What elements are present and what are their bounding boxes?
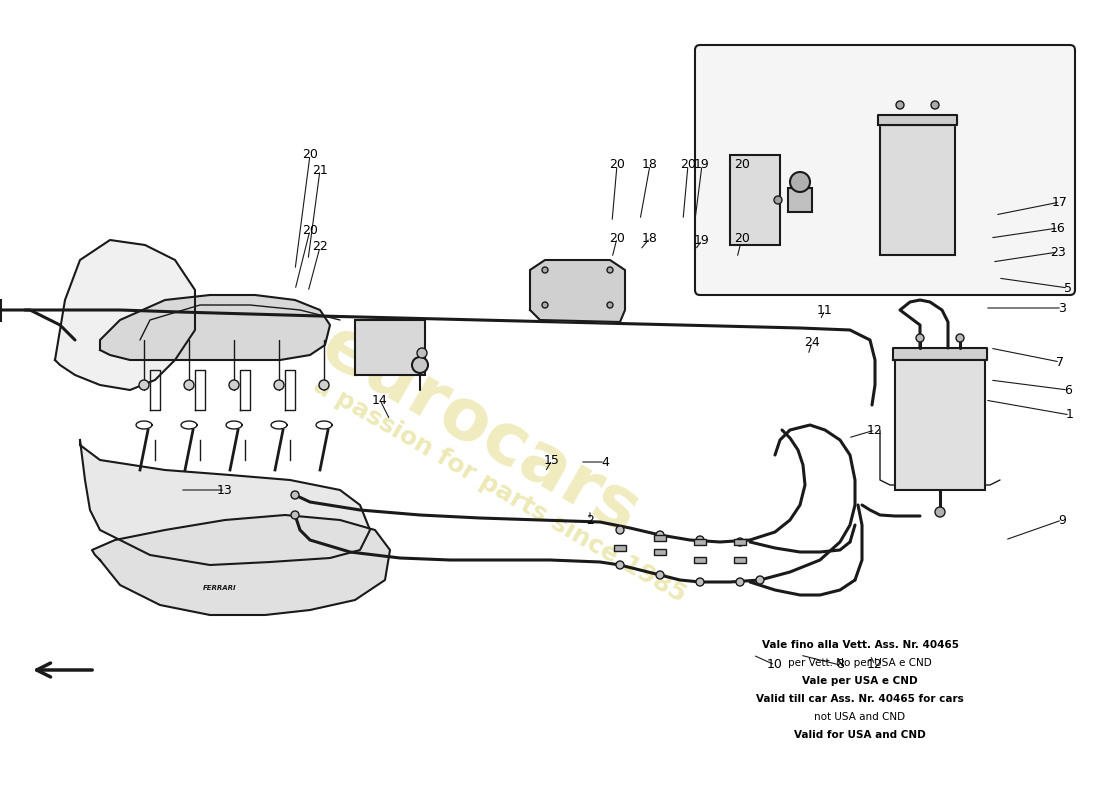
Circle shape [292, 491, 299, 499]
Text: 1: 1 [1066, 409, 1074, 422]
Bar [654, 549, 666, 555]
Circle shape [696, 578, 704, 586]
Text: 20: 20 [302, 149, 318, 162]
Text: a passion for parts since 1985: a passion for parts since 1985 [309, 373, 691, 607]
Text: 11: 11 [817, 303, 833, 317]
Text: 18: 18 [642, 231, 658, 245]
Text: 18: 18 [642, 158, 658, 171]
Circle shape [956, 334, 964, 342]
Circle shape [542, 267, 548, 273]
Circle shape [736, 578, 744, 586]
Text: 20: 20 [609, 231, 625, 245]
Text: FERRARI: FERRARI [204, 585, 236, 591]
Polygon shape [55, 240, 195, 390]
Circle shape [896, 101, 904, 109]
Bar [355, 320, 425, 375]
Polygon shape [878, 115, 957, 125]
Circle shape [916, 334, 924, 342]
Text: 6: 6 [1064, 383, 1071, 397]
Bar [694, 539, 706, 545]
Text: Vale per USA e CND: Vale per USA e CND [802, 676, 917, 686]
Circle shape [616, 561, 624, 569]
Polygon shape [100, 295, 330, 360]
Bar [730, 155, 780, 245]
Circle shape [319, 380, 329, 390]
Text: Vale fino alla Vett. Ass. Nr. 40465: Vale fino alla Vett. Ass. Nr. 40465 [761, 640, 958, 650]
Circle shape [935, 507, 945, 517]
Text: 12: 12 [867, 423, 883, 437]
Circle shape [417, 348, 427, 358]
Text: 20: 20 [302, 223, 318, 237]
Text: eurocars: eurocars [309, 311, 651, 549]
Bar [895, 360, 984, 490]
Circle shape [412, 357, 428, 373]
Circle shape [756, 576, 764, 584]
Polygon shape [893, 348, 987, 360]
Circle shape [292, 511, 299, 519]
Text: 21: 21 [312, 163, 328, 177]
FancyBboxPatch shape [695, 45, 1075, 295]
Circle shape [229, 380, 239, 390]
Circle shape [736, 538, 744, 546]
Circle shape [607, 302, 613, 308]
Text: 2: 2 [586, 514, 594, 526]
Circle shape [139, 380, 148, 390]
Text: 5: 5 [1064, 282, 1072, 294]
Text: 20: 20 [680, 158, 696, 171]
Text: 3: 3 [1058, 302, 1066, 314]
Circle shape [656, 531, 664, 539]
Text: 9: 9 [1058, 514, 1066, 526]
Polygon shape [92, 515, 390, 615]
Text: 17: 17 [1052, 195, 1068, 209]
Text: 14: 14 [372, 394, 388, 406]
Bar [654, 535, 666, 541]
Bar [734, 557, 746, 563]
Text: 20: 20 [609, 158, 625, 171]
Text: 12: 12 [867, 658, 883, 671]
Text: 19: 19 [694, 158, 710, 171]
Text: 8: 8 [836, 658, 844, 671]
Polygon shape [530, 260, 625, 322]
Text: 20: 20 [734, 231, 750, 245]
Text: per Vett. No per USA e CND: per Vett. No per USA e CND [788, 658, 932, 668]
Bar [734, 539, 746, 545]
Circle shape [274, 380, 284, 390]
Circle shape [184, 380, 194, 390]
Text: 4: 4 [601, 455, 609, 469]
Circle shape [542, 302, 548, 308]
Circle shape [656, 571, 664, 579]
Bar [694, 557, 706, 563]
Text: 19: 19 [694, 234, 710, 246]
Text: 7: 7 [1056, 355, 1064, 369]
Text: 20: 20 [734, 158, 750, 171]
Text: 15: 15 [544, 454, 560, 466]
Text: 24: 24 [804, 335, 820, 349]
Text: Valid till car Ass. Nr. 40465 for cars: Valid till car Ass. Nr. 40465 for cars [756, 694, 964, 704]
Circle shape [774, 196, 782, 204]
Circle shape [931, 101, 939, 109]
Circle shape [616, 526, 624, 534]
Text: not USA and CND: not USA and CND [814, 712, 905, 722]
Circle shape [696, 536, 704, 544]
Circle shape [790, 172, 810, 192]
Text: 16: 16 [1050, 222, 1066, 234]
Text: 22: 22 [312, 241, 328, 254]
Circle shape [607, 267, 613, 273]
Bar [880, 125, 955, 255]
Polygon shape [80, 440, 370, 565]
Text: 10: 10 [767, 658, 783, 671]
Text: 23: 23 [1050, 246, 1066, 258]
Bar [614, 545, 626, 551]
Text: 13: 13 [217, 483, 233, 497]
Text: Valid for USA and CND: Valid for USA and CND [794, 730, 926, 740]
Bar [788, 188, 812, 212]
